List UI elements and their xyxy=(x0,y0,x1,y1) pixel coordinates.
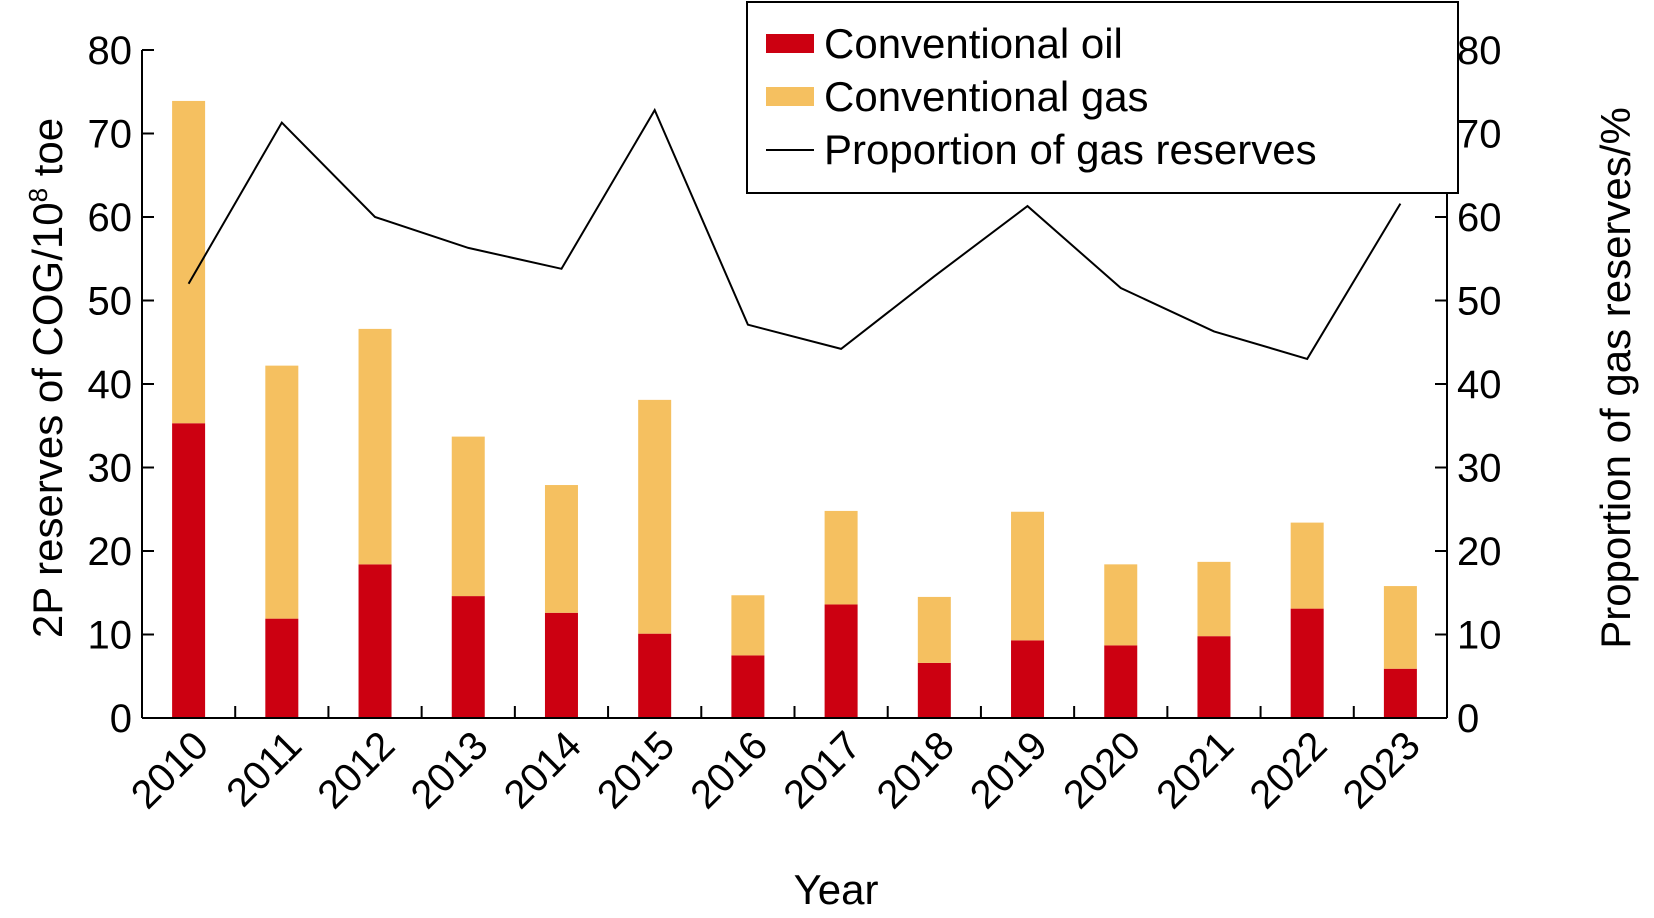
right-tick-label-50: 50 xyxy=(1457,280,1502,324)
bar-gas-2014 xyxy=(544,485,578,613)
proportion-line xyxy=(187,107,1402,361)
legend-swatch-gas xyxy=(766,87,814,106)
bar-gas-2019 xyxy=(1011,511,1045,641)
left-tick-label-70: 70 xyxy=(88,113,133,157)
right-tick-label-60: 60 xyxy=(1457,196,1502,240)
x-tick-label-2018: 2018 xyxy=(869,723,963,817)
right-tick-label-20: 20 xyxy=(1457,530,1502,574)
legend: Conventional oil Conventional gas Propor… xyxy=(746,1,1459,194)
right-tick-label-80: 80 xyxy=(1457,29,1502,73)
x-tick-label-2010: 2010 xyxy=(123,723,217,817)
x-tick-label-2019: 2019 xyxy=(962,723,1056,817)
bar-gas-2013 xyxy=(451,436,485,597)
bar-oil-2019 xyxy=(1011,640,1045,718)
bar-oil-2022 xyxy=(1290,608,1324,718)
bar-oil-2018 xyxy=(917,662,951,718)
legend-label-oil: Conventional oil xyxy=(824,20,1123,67)
bar-oil-2023 xyxy=(1383,668,1417,718)
bar-gas-2011 xyxy=(265,365,299,619)
bar-oil-2017 xyxy=(824,604,858,718)
right-tick-label-70: 70 xyxy=(1457,113,1502,157)
bar-gas-2017 xyxy=(824,510,858,605)
right-y-axis-ticks: 0 10 20 30 40 50 60 70 80 xyxy=(1435,29,1502,741)
x-tick-label-2015: 2015 xyxy=(589,723,683,817)
left-tick-label-60: 60 xyxy=(88,196,133,240)
left-y-axis-title-exponent: 8 xyxy=(23,188,53,202)
legend-label-proportion: Proportion of gas reserves xyxy=(824,126,1317,173)
x-tick-label-2017: 2017 xyxy=(775,723,869,817)
bar-gas-2023 xyxy=(1383,586,1417,669)
left-tick-label-20: 20 xyxy=(88,530,133,574)
x-tick-label-2011: 2011 xyxy=(218,723,310,815)
x-tick-label-2013: 2013 xyxy=(403,723,497,817)
bar-oil-2015 xyxy=(638,633,672,718)
x-tick-label-2021: 2021 xyxy=(1148,723,1242,817)
left-tick-label-0: 0 xyxy=(110,697,132,741)
right-tick-label-0: 0 xyxy=(1457,697,1479,741)
left-y-axis-title: 2P reserves of COG/108 toe xyxy=(23,118,71,638)
left-tick-label-80: 80 xyxy=(88,29,133,73)
bars-layer xyxy=(172,100,1417,718)
left-tick-label-50: 50 xyxy=(88,280,133,324)
bar-gas-2020 xyxy=(1104,564,1138,646)
right-y-axis-title: Proportion of gas reserves/% xyxy=(1592,107,1639,649)
left-tick-label-30: 30 xyxy=(88,447,133,491)
x-axis-ticks: 2010 2011 2012 2013 2014 2015 2016 2017 2018 2019… xyxy=(123,706,1429,817)
left-y-axis-title-unit: toe xyxy=(24,118,71,188)
bar-gas-2022 xyxy=(1290,522,1324,609)
proportion-line-layer xyxy=(187,107,1402,361)
x-tick-label-2012: 2012 xyxy=(309,723,403,817)
right-tick-label-40: 40 xyxy=(1457,363,1502,407)
bar-oil-2020 xyxy=(1104,645,1138,718)
left-y-axis-title-main: 2P reserves of COG/10 xyxy=(24,202,71,638)
legend-label-gas: Conventional gas xyxy=(824,73,1149,120)
left-tick-label-40: 40 xyxy=(88,363,133,407)
x-tick-label-2016: 2016 xyxy=(682,723,776,817)
bar-oil-2016 xyxy=(731,655,765,718)
bar-oil-2012 xyxy=(358,564,392,718)
x-tick-label-2020: 2020 xyxy=(1055,723,1149,817)
bar-oil-2021 xyxy=(1197,636,1231,718)
bar-gas-2021 xyxy=(1197,561,1231,637)
bar-gas-2015 xyxy=(638,399,672,634)
bar-oil-2013 xyxy=(451,596,485,718)
left-tick-label-10: 10 xyxy=(88,614,133,658)
legend-swatch-oil xyxy=(766,34,814,53)
bar-oil-2014 xyxy=(544,612,578,718)
bar-gas-2010 xyxy=(172,100,206,424)
left-y-axis-ticks: 0 10 20 30 40 50 60 70 80 xyxy=(88,29,154,741)
x-tick-label-2014: 2014 xyxy=(496,723,590,817)
bar-oil-2011 xyxy=(265,618,299,718)
bar-gas-2012 xyxy=(358,328,392,565)
bar-gas-2016 xyxy=(731,595,765,656)
right-tick-label-10: 10 xyxy=(1457,614,1502,658)
right-tick-label-30: 30 xyxy=(1457,447,1502,491)
x-tick-label-2023: 2023 xyxy=(1335,723,1429,817)
legend-box xyxy=(746,1,1459,194)
bar-oil-2010 xyxy=(172,423,206,718)
x-tick-label-2022: 2022 xyxy=(1242,723,1336,817)
bar-gas-2018 xyxy=(917,596,951,663)
x-axis-title: Year xyxy=(794,866,879,913)
